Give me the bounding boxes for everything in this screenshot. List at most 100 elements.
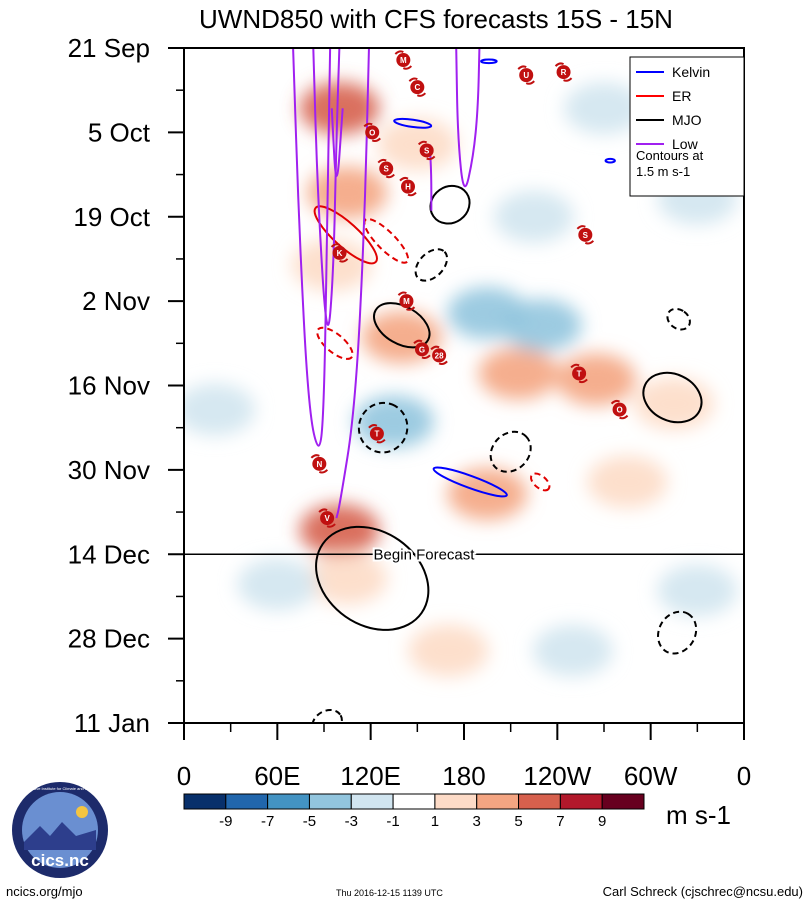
- colorbar-tick-label: -5: [303, 813, 316, 830]
- colorbar-swatch: [601, 793, 645, 810]
- kelvin-contour: [393, 117, 433, 129]
- storm-label: O: [369, 128, 375, 137]
- colorbar-tick-label: -1: [386, 813, 399, 830]
- storm-marker: M: [397, 291, 416, 311]
- storm-label: T: [374, 430, 379, 439]
- storm-marker: U: [517, 65, 535, 85]
- y-tick-label: 30 Nov: [68, 455, 150, 485]
- storm-swirl-icon: [517, 65, 535, 85]
- y-tick-label: 21 Sep: [68, 33, 150, 63]
- logo-ring-text: Cooperative Institute for Climate and Sa…: [19, 786, 101, 791]
- legend-note: Contours at 1.5 m s-1: [636, 148, 704, 179]
- storm-marker: S: [377, 158, 395, 179]
- storm-swirl-icon: [413, 339, 431, 359]
- anomaly-cell: [184, 383, 256, 436]
- x-tick-label: 60W: [624, 761, 678, 791]
- storm-marker: 28: [430, 345, 448, 366]
- storm-marker: S: [576, 225, 595, 245]
- storm-label: 28: [435, 351, 444, 360]
- storm-label: V: [324, 514, 330, 523]
- anomaly-cell: [377, 118, 458, 171]
- storm-label: G: [419, 345, 425, 354]
- storm-swirl-icon: [363, 122, 381, 143]
- anomaly-cell: [291, 238, 372, 291]
- storm-icon: [401, 179, 415, 194]
- anomaly-cell: [354, 395, 434, 448]
- low-track: [312, 48, 341, 326]
- storm-label: M: [403, 297, 410, 306]
- x-tick-label: 120W: [523, 761, 591, 791]
- legend-label: Kelvin: [672, 64, 710, 80]
- anomaly-cell: [494, 190, 574, 243]
- low-track: [292, 48, 332, 447]
- storm-label: S: [583, 231, 589, 240]
- storm-icon: [432, 348, 447, 363]
- storm-swirl-icon: [417, 140, 436, 161]
- low-track: [335, 48, 370, 519]
- anomaly-cell: [556, 353, 637, 406]
- storm-label: S: [384, 165, 390, 174]
- mjo-contour: [429, 184, 471, 225]
- mjo-contour: [357, 401, 409, 454]
- footer-url[interactable]: ncics.org/mjo: [6, 884, 83, 899]
- storm-marker: H: [399, 176, 417, 197]
- colorbar-swatch: [559, 793, 603, 810]
- kelvin-contour: [604, 157, 616, 164]
- storm-swirl-icon: [610, 399, 629, 420]
- storm-icon: [572, 366, 587, 381]
- forecast-label: Begin Forecast: [374, 546, 476, 563]
- storm-markers: M C O S H S U R M G 28 K S T O T N V: [310, 50, 629, 528]
- storm-marker: T: [368, 424, 386, 444]
- mjo-contour: [414, 248, 449, 282]
- colorbar-swatch: [350, 793, 394, 810]
- storm-marker: O: [363, 122, 381, 143]
- colorbar: -9 -7 -5 -3 -1 1 3 5 7 9: [183, 793, 645, 830]
- storm-icon: [369, 426, 384, 441]
- kelvin-contour: [432, 466, 508, 498]
- storm-icon: [396, 53, 411, 68]
- colorbar-units: m s-1: [666, 800, 731, 830]
- storm-label: H: [405, 183, 411, 192]
- storm-marker: O: [610, 399, 629, 420]
- y-tick-label: 16 Nov: [68, 371, 150, 401]
- colorbar-swatch: [225, 793, 269, 810]
- axes: 21 Sep 5 Oct 19 Oct 2 Nov 16 Nov 30 Nov 14 Dec…: [68, 33, 752, 791]
- storm-marker: G: [413, 339, 431, 359]
- mjo-contour: [666, 307, 691, 331]
- colorbar-tick-label: 9: [598, 813, 606, 830]
- colorbar-tick-label: 1: [431, 813, 439, 830]
- y-tick-label: 19 Oct: [73, 202, 150, 232]
- storm-swirl-icon: [570, 363, 588, 384]
- storm-marker: R: [554, 62, 573, 82]
- anomaly-cell: [299, 82, 380, 135]
- storm-marker: V: [318, 508, 336, 528]
- y-tick-label: 28 Dec: [68, 624, 150, 654]
- er-contour: [530, 472, 551, 492]
- legend-label: MJO: [672, 112, 702, 128]
- storm-icon: [556, 65, 571, 80]
- x-tick-label: 0: [737, 761, 751, 791]
- storm-swirl-icon: [394, 50, 413, 70]
- legend-note-line: Contours at: [636, 148, 704, 163]
- footer-author: Carl Schreck (cjschrec@ncsu.edu): [602, 884, 803, 899]
- storm-marker: C: [408, 77, 427, 97]
- storm-label: R: [561, 68, 567, 77]
- anomaly-cell: [237, 558, 318, 611]
- chart-title: UWND850 with CFS forecasts 15S - 15N: [199, 4, 673, 34]
- y-tick-label: 2 Nov: [82, 286, 150, 316]
- storm-swirl-icon: [397, 291, 416, 311]
- mjo-contour: [489, 430, 532, 473]
- mjo-contour: [657, 610, 698, 655]
- storm-icon: [312, 456, 327, 471]
- storm-label: K: [337, 249, 343, 258]
- storm-swirl-icon: [576, 225, 595, 245]
- storm-label: C: [414, 83, 420, 92]
- storm-marker: N: [310, 454, 329, 474]
- colorbar-swatch: [392, 793, 436, 810]
- anomaly-cell: [532, 624, 613, 677]
- x-tick-label: 0: [177, 761, 191, 791]
- x-tick-label: 60E: [254, 761, 300, 791]
- mjo-contour: [642, 371, 703, 424]
- y-tick-label: 11 Jan: [74, 708, 150, 738]
- legend-note-line: 1.5 m s-1: [636, 164, 690, 179]
